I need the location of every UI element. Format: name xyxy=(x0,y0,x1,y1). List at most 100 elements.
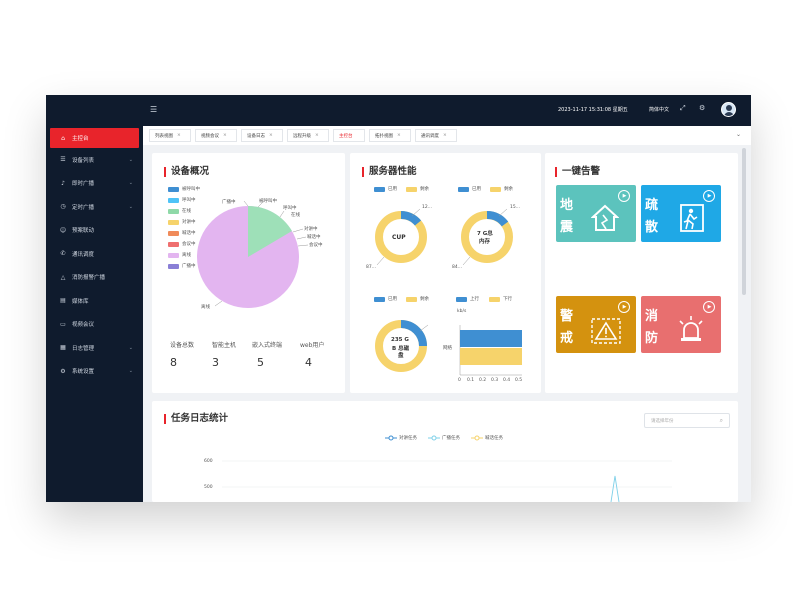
panel-title: 设备概况 xyxy=(164,167,209,177)
chevron-down-icon[interactable]: ⌄ xyxy=(736,131,742,138)
legend-item[interactable]: 已用 xyxy=(374,186,397,192)
tab-topology-view[interactable]: 拓扑视图 × xyxy=(369,129,411,142)
alarm-char: 震 xyxy=(560,220,574,235)
menu-fold-icon[interactable]: ☰ xyxy=(150,105,158,114)
fire-alarm-button[interactable]: 消 防 ▶ xyxy=(641,296,721,353)
sidebar-item-video-conference[interactable]: ▭ 视频会议 xyxy=(46,313,143,337)
avatar[interactable] xyxy=(721,102,736,117)
stat-label: web用户 xyxy=(300,342,325,349)
close-icon[interactable]: × xyxy=(315,133,319,138)
legend-item[interactable]: 广播中 xyxy=(168,263,196,269)
cpu-used-ring[interactable] xyxy=(400,210,422,226)
legend-line-icon xyxy=(428,435,440,441)
sidebar-item-fire-alarm[interactable]: △ 消防报警广播 xyxy=(46,266,143,290)
tab-video-conference[interactable]: 视频会议 × xyxy=(195,129,237,142)
legend-item[interactable]: 会议中 xyxy=(168,241,196,247)
sidebar-item-label: 主控台 xyxy=(72,136,89,142)
sidebar-item-media-library[interactable]: ▤ 媒体库 xyxy=(46,289,143,313)
close-icon[interactable]: × xyxy=(177,133,181,138)
disk-label-line2: B 总磁 xyxy=(392,346,410,352)
device-overview-panel: 设备概况 被呼叫中 呼叫中 在线 对讲中 喊话中 会议中 离线 广播中 广播中 … xyxy=(152,153,345,393)
pie-slice-online[interactable] xyxy=(248,205,292,257)
legend-item[interactable]: 已用 xyxy=(374,296,397,302)
play-icon[interactable]: ▶ xyxy=(618,301,630,313)
stat-value: 4 xyxy=(305,356,312,369)
close-icon[interactable]: × xyxy=(443,133,447,138)
device-pie-chart xyxy=(197,200,309,308)
legend-item[interactable]: 已用 xyxy=(458,186,481,192)
evacuation-icon xyxy=(680,204,704,232)
sidebar-item-plan-linkage[interactable]: ☺ 预案联动 xyxy=(46,219,143,243)
legend-item[interactable]: 呼叫中 xyxy=(168,197,196,203)
legend-label: 呼叫中 xyxy=(182,198,196,203)
close-icon[interactable]: × xyxy=(397,133,401,138)
network-unit: kb/s xyxy=(457,309,467,314)
legend-item[interactable]: 在线 xyxy=(168,208,191,214)
phone-icon: ✆ xyxy=(60,250,66,258)
earthquake-alarm-button[interactable]: 地 震 ▶ xyxy=(556,185,636,242)
broadcast-task-series[interactable] xyxy=(610,475,620,502)
legend-item[interactable]: 下行 xyxy=(489,296,512,302)
legend-item[interactable]: 对讲任务 xyxy=(385,435,417,441)
legend-line-icon xyxy=(471,435,483,441)
alarm-char: 戒 xyxy=(560,331,574,346)
legend-label: 被呼叫中 xyxy=(182,187,200,192)
play-icon[interactable]: ▶ xyxy=(703,301,715,313)
legend-item[interactable]: 喊话任务 xyxy=(471,435,503,441)
close-icon[interactable]: × xyxy=(223,133,227,138)
bell-icon: ♪ xyxy=(61,179,65,187)
sidebar-item-device-list[interactable]: ☰ 设备列表 ⌄ xyxy=(46,148,143,172)
play-icon[interactable]: ▶ xyxy=(703,190,715,202)
pie-label: 喊话中 xyxy=(307,235,321,240)
memory-used-ring[interactable] xyxy=(486,211,509,227)
legend-item[interactable]: 剩余 xyxy=(406,296,429,302)
tab-dispatch[interactable]: 通讯调度 × xyxy=(415,129,457,142)
tab-dashboard[interactable]: 主控台 xyxy=(333,129,365,142)
legend-swatch xyxy=(168,208,179,214)
sidebar-item-dispatch[interactable]: ✆ 通讯调度 xyxy=(46,242,143,266)
sidebar-item-label: 媒体库 xyxy=(72,298,89,305)
legend-label: 离线 xyxy=(182,253,191,258)
sidebar-item-log-management[interactable]: ▦ 日志管理 ⌄ xyxy=(46,336,143,360)
legend-label: 对讲中 xyxy=(182,220,196,225)
legend-item[interactable]: 喊话中 xyxy=(168,230,196,236)
fullscreen-icon[interactable]: ⤢ xyxy=(680,104,686,112)
stat-label: 嵌入式终端 xyxy=(252,342,283,349)
sidebar-item-timed-broadcast[interactable]: ◷ 定时广播 ⌄ xyxy=(46,195,143,219)
language-switch[interactable]: 简体中文 xyxy=(649,107,670,113)
sidebar: ⌂ 主控台 ☰ 设备列表 ⌄ ♪ 即时广播 ⌄ ◷ 定时广播 ⌄ ☺ 预案联动 … xyxy=(46,126,143,502)
tab-remote-upgrade[interactable]: 远程升级 × xyxy=(287,129,329,142)
gear-icon[interactable]: ⚙ xyxy=(699,104,706,112)
sidebar-item-label: 即时广播 xyxy=(72,181,95,188)
legend-item[interactable]: 被呼叫中 xyxy=(168,186,200,192)
panel-title: 任务日志统计 xyxy=(164,414,228,424)
close-icon[interactable]: × xyxy=(269,133,273,138)
legend-label: 会议中 xyxy=(182,242,196,247)
alarm-icon: △ xyxy=(60,273,66,281)
tab-list-view[interactable]: 列表视图 × xyxy=(149,129,191,142)
sidebar-item-label: 消防报警广播 xyxy=(72,275,106,282)
sidebar-item-instant-broadcast[interactable]: ♪ 即时广播 ⌄ xyxy=(46,172,143,196)
network-up-bar[interactable] xyxy=(460,330,522,347)
evacuation-alarm-button[interactable]: 疏 散 ▶ xyxy=(641,185,721,242)
disk-used-ring[interactable] xyxy=(400,320,427,347)
tab-device-log[interactable]: 设备日志 × xyxy=(241,129,283,142)
sidebar-item-dashboard[interactable]: ⌂ 主控台 xyxy=(50,128,139,148)
legend-item[interactable]: 对讲中 xyxy=(168,219,196,225)
network-down-bar[interactable] xyxy=(460,348,522,365)
legend-item[interactable]: 离线 xyxy=(168,252,191,258)
legend-item[interactable]: 上行 xyxy=(456,296,479,302)
legend-item[interactable]: 剩余 xyxy=(406,186,429,192)
cpu-used-value: 12... xyxy=(422,205,433,210)
list-icon: ☰ xyxy=(60,156,66,164)
memory-label-line2: 内存 xyxy=(479,239,491,245)
sidebar-item-system-settings[interactable]: ⚙ 系统设置 ⌄ xyxy=(46,360,143,384)
play-icon[interactable]: ▶ xyxy=(618,190,630,202)
vertical-scrollbar[interactable] xyxy=(742,148,746,295)
legend-item[interactable]: 剩余 xyxy=(490,186,513,192)
year-select-input[interactable]: 请选择年份 ⌕ xyxy=(644,413,730,428)
warning-alarm-button[interactable]: 警 戒 ▶ xyxy=(556,296,636,353)
legend-item[interactable]: 广播任务 xyxy=(428,435,460,441)
legend-swatch xyxy=(374,296,385,302)
legend-swatch xyxy=(374,186,385,192)
